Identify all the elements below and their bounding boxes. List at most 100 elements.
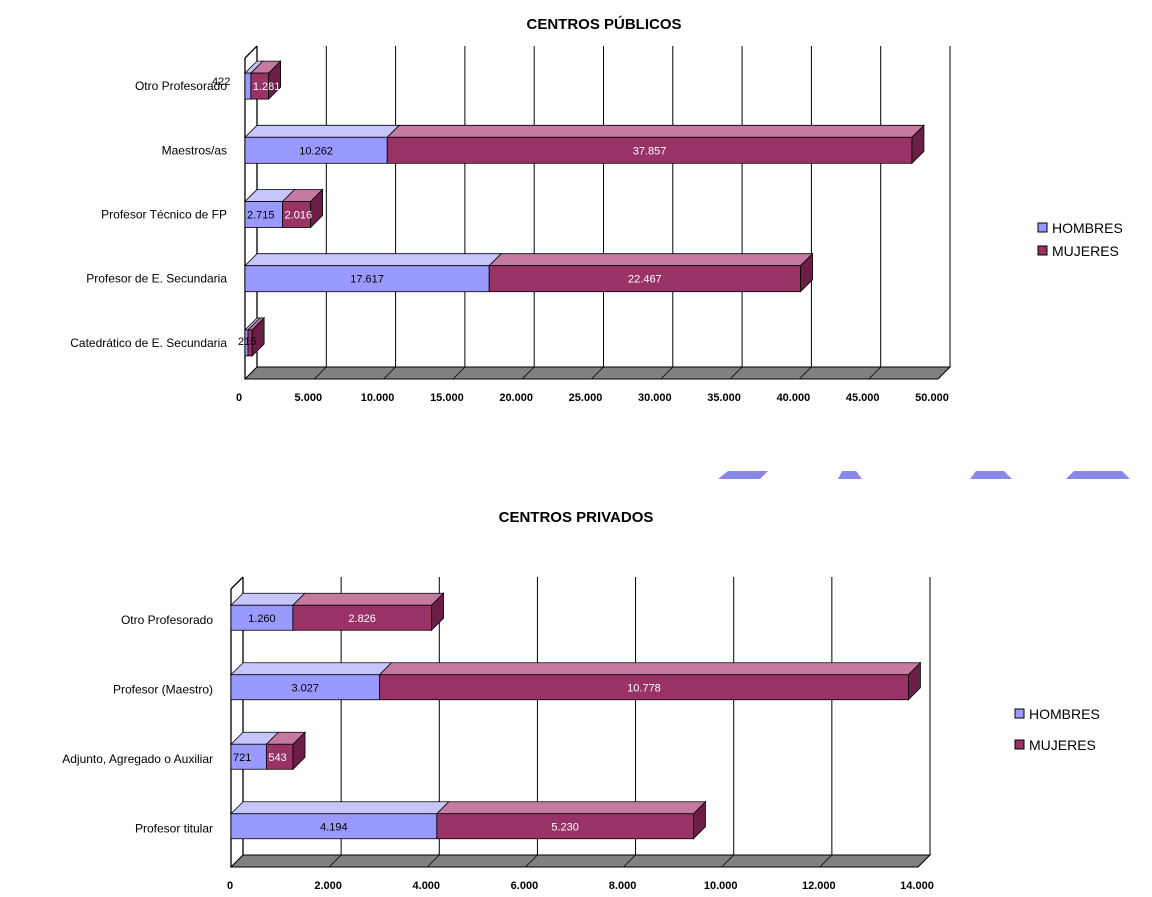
x-tick-label: 45.000	[846, 392, 880, 404]
floor-gridline	[328, 854, 342, 868]
x-tick-label: 0	[236, 392, 242, 404]
bar-front-face	[230, 813, 438, 840]
bar-front-face	[230, 674, 380, 701]
category-label: Catedrático de E. Secundaria	[70, 336, 227, 350]
chart-title: CENTROS PRIVADOS	[499, 509, 654, 526]
data-label: 10.262	[299, 145, 333, 157]
floor-gridline	[819, 854, 833, 868]
data-label: 1.281	[253, 81, 281, 93]
x-tick-label: 50.000	[915, 392, 949, 404]
bar-front-face	[230, 604, 294, 631]
bar-side-face	[431, 592, 444, 632]
floor-gridline	[452, 366, 466, 380]
bar-side-face	[800, 252, 813, 293]
chart-centros-publicos: CENTROS PÚBLICOS HOMBRES MUJERES 0 5.000 1…	[70, 15, 1123, 404]
wall-corner	[244, 45, 258, 59]
data-label: 2.826	[348, 613, 376, 625]
decorative-shape	[838, 471, 862, 479]
plot-area: 0 5.000 10.000 15.000 20.000 25.000 30.000 35.0…	[70, 45, 952, 404]
bar-segment-hombres: 4.194	[230, 801, 450, 840]
data-label: 22.467	[628, 274, 662, 286]
x-tick-label: 4.000	[413, 880, 441, 892]
x-tick-label: 6.000	[511, 880, 539, 892]
legend-swatch-hombres	[1014, 708, 1025, 719]
floor-gridline	[244, 366, 258, 380]
bar-side-face	[251, 316, 265, 357]
x-tick-label: 35.000	[707, 392, 741, 404]
x-tick-label: 20.000	[499, 392, 533, 404]
data-label: 543	[268, 752, 286, 764]
x-tick-label: 14.000	[900, 880, 934, 892]
x-tick-label: 5.000	[295, 392, 323, 404]
bar-front-face	[244, 201, 284, 228]
x-tick-label: 2.000	[314, 880, 342, 892]
x-tick-label: 10.000	[361, 392, 395, 404]
bar-front-face	[244, 72, 252, 100]
bar-front-face	[488, 265, 801, 293]
chart-centros-privados: CENTROS PRIVADOS HOMBRES MUJERES 0 2.000 4…	[62, 509, 1100, 892]
floor-gridline	[230, 854, 244, 868]
x-tick-label: 40.000	[777, 392, 811, 404]
bar-segment-hombres: 10.262	[244, 124, 401, 164]
data-label: 422	[212, 76, 230, 88]
legend-label-mujeres: MUJERES	[1052, 243, 1119, 259]
bar-front-face	[265, 743, 294, 770]
x-tick-label: 30.000	[638, 392, 672, 404]
category-label: Adjunto, Agregado o Auxiliar	[62, 752, 213, 766]
legend-swatch-mujeres	[1014, 739, 1025, 750]
legend: HOMBRES MUJERES	[1014, 706, 1100, 753]
bar-segment-mujeres: 2.826	[291, 592, 445, 632]
category-label: Otro Profesorado	[135, 79, 227, 93]
floor-gridline	[660, 366, 674, 380]
bar-segment-mujeres: 22.467	[488, 252, 814, 293]
category-label: Otro Profesorado	[121, 613, 213, 627]
bar-top-face	[244, 253, 503, 267]
legend-label-mujeres: MUJERES	[1029, 737, 1096, 753]
bar-segment-hombres: 2.715	[244, 189, 296, 228]
data-label: 10.778	[627, 682, 661, 694]
decorative-shape	[718, 471, 768, 479]
x-tick-label: 15.000	[430, 392, 464, 404]
x-tick-label: 10.000	[704, 880, 738, 892]
bar-segment-mujeres: 1.281	[249, 60, 282, 101]
bar-front-face	[244, 265, 490, 293]
data-label: 1.260	[248, 613, 276, 625]
x-tick-label: 8.000	[609, 880, 637, 892]
legend: HOMBRES MUJERES	[1037, 220, 1123, 259]
category-label: Profesor Técnico de FP	[101, 208, 227, 222]
category-label: Profesor (Maestro)	[113, 682, 213, 696]
chart-title: CENTROS PÚBLICOS	[526, 15, 681, 33]
wall-corner	[230, 576, 244, 590]
decorative-shape	[970, 471, 1012, 479]
data-label: 37.857	[633, 145, 667, 157]
bar-front-face	[244, 136, 388, 164]
bar-segment-mujeres: 10.778	[378, 661, 922, 701]
floor-gridline	[383, 366, 396, 380]
bar-front-face	[379, 674, 909, 701]
bar-top-face	[244, 124, 401, 138]
category-label: Maestros/as	[162, 143, 227, 157]
bar-front-face	[292, 604, 432, 631]
x-tick-label: 25.000	[569, 392, 603, 404]
bar-top-face	[291, 592, 445, 606]
floor-gridline	[721, 854, 734, 868]
floor-gridline	[937, 366, 951, 380]
decorative-shape	[1066, 471, 1130, 479]
data-label: 3.027	[292, 682, 320, 694]
data-label: 2.016	[285, 210, 313, 222]
bar-top-face	[378, 662, 922, 676]
floor-gridline	[623, 854, 636, 868]
legend-swatch-mujeres	[1037, 245, 1048, 256]
floor-gridline	[521, 366, 535, 380]
category-label: Profesor titular	[135, 821, 213, 835]
bar-top-face	[230, 662, 393, 676]
x-tick-label: 0	[227, 880, 233, 892]
floor-gridline	[799, 366, 812, 380]
data-label: 17.617	[350, 274, 384, 286]
bar-top-face	[435, 801, 707, 815]
bar-side-face	[310, 188, 323, 229]
bar-front-face	[386, 136, 913, 164]
floor-gridline	[427, 854, 440, 868]
bar-top-face	[386, 124, 925, 138]
bar-segment-hombres: 17.617	[244, 253, 503, 293]
